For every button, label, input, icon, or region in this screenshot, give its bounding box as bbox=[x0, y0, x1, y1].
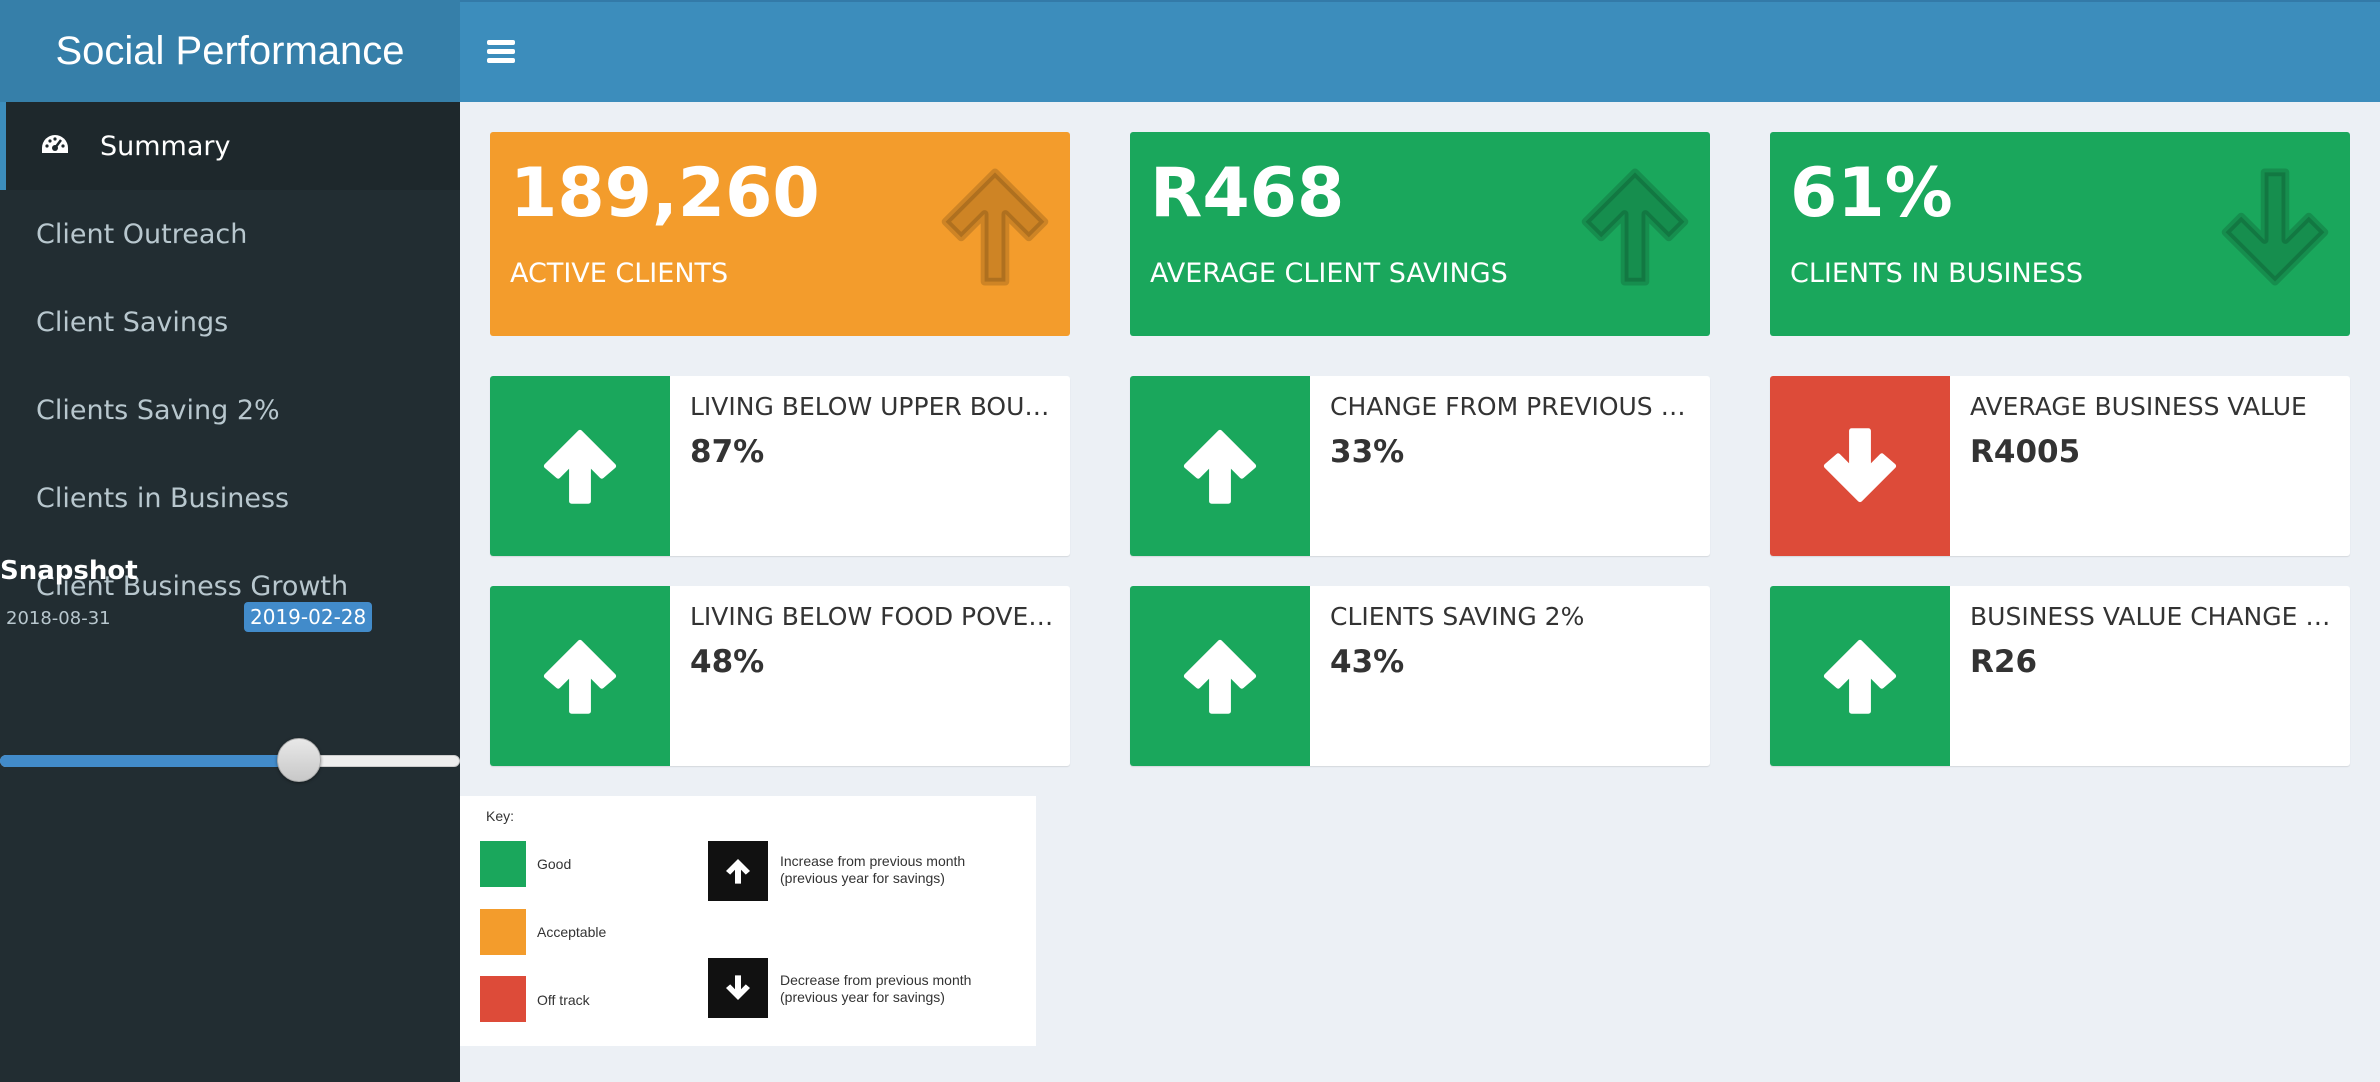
arrow-up-icon bbox=[1183, 429, 1257, 504]
info-box-icon-bg bbox=[490, 586, 670, 766]
decrease-label-line1: Decrease from previous month bbox=[780, 972, 972, 988]
sidebar-item-clients-in-business[interactable]: Clients in Business bbox=[0, 454, 460, 542]
increase-label-line1: Increase from previous month bbox=[780, 853, 966, 869]
info-box-icon-bg bbox=[1130, 376, 1310, 556]
info-box-label: LIVING BELOW FOOD POVERTY bbox=[690, 602, 1054, 631]
dashboard-icon bbox=[42, 135, 68, 153]
value-box-label: CLIENTS IN BUSINESS bbox=[1790, 258, 2083, 289]
info-box-label: BUSINESS VALUE CHANGE E... bbox=[1970, 602, 2334, 631]
sidebar: Summary Client Outreach Client Savings C… bbox=[0, 102, 460, 1082]
offtrack-label: Off track bbox=[537, 992, 590, 1008]
info-box-icon-bg bbox=[1770, 586, 1950, 766]
info-box-icon-bg bbox=[1130, 586, 1310, 766]
app-title: Social Performance bbox=[55, 28, 405, 73]
info-box-living-below-food-poverty: LIVING BELOW FOOD POVERTY 48% bbox=[490, 586, 1070, 766]
value-box-number: 61% bbox=[1790, 154, 1953, 233]
legend-key: Key: Good Acceptable Off track Increase … bbox=[460, 796, 1036, 1046]
sidebar-item-clients-saving-2[interactable]: Clients Saving 2% bbox=[0, 366, 460, 454]
sidebar-item-label: Clients Saving 2% bbox=[36, 394, 280, 426]
good-swatch bbox=[480, 841, 526, 887]
value-box-number: R468 bbox=[1150, 154, 1345, 233]
info-box-icon-bg bbox=[490, 376, 670, 556]
top-navbar bbox=[460, 0, 2380, 102]
key-arrow-up bbox=[708, 841, 768, 901]
info-box-average-business-value: AVERAGE BUSINESS VALUE R4005 bbox=[1770, 376, 2350, 556]
key-title: Key: bbox=[486, 808, 515, 824]
info-box-change-from-previous-year: CHANGE FROM PREVIOUS YE... 33% bbox=[1130, 376, 1710, 556]
sidebar-toggle-icon[interactable] bbox=[487, 40, 515, 64]
sidebar-item-label: Client Outreach bbox=[36, 218, 248, 250]
value-box-number: 189,260 bbox=[510, 154, 820, 233]
sidebar-item-summary[interactable]: Summary bbox=[0, 102, 460, 190]
snapshot-label: Snapshot bbox=[0, 556, 138, 586]
key-arrow-down bbox=[708, 958, 768, 1018]
slider-min-label: 2018-08-31 bbox=[6, 608, 111, 629]
decrease-label-line2: (previous year for savings) bbox=[780, 989, 945, 1005]
snapshot-slider-handle[interactable] bbox=[277, 738, 321, 782]
decrease-label: Decrease from previous month (previous y… bbox=[780, 972, 1020, 1006]
sidebar-item-client-outreach[interactable]: Client Outreach bbox=[0, 190, 460, 278]
arrow-down-icon bbox=[726, 975, 750, 1000]
info-box-number: R26 bbox=[1970, 644, 2038, 680]
snapshot-slider-fill bbox=[0, 755, 299, 767]
info-box-icon-bg bbox=[1770, 376, 1950, 556]
info-box-label: AVERAGE BUSINESS VALUE bbox=[1970, 392, 2307, 421]
info-box-number: R4005 bbox=[1970, 434, 2081, 470]
info-box-living-below-upper-bound: LIVING BELOW UPPER BOUND 87% bbox=[490, 376, 1070, 556]
value-box-active-clients: 189,260 ACTIVE CLIENTS bbox=[490, 132, 1070, 336]
arrow-down-icon bbox=[2221, 168, 2329, 286]
arrow-up-icon bbox=[543, 639, 617, 714]
arrow-up-icon bbox=[726, 859, 750, 884]
increase-label-line2: (previous year for savings) bbox=[780, 870, 945, 886]
sidebar-item-label: Clients in Business bbox=[36, 482, 290, 514]
good-label: Good bbox=[537, 856, 572, 872]
value-box-label: ACTIVE CLIENTS bbox=[510, 258, 729, 289]
sidebar-item-label: Summary bbox=[100, 130, 231, 162]
arrow-up-icon bbox=[1183, 639, 1257, 714]
info-box-number: 33% bbox=[1330, 434, 1405, 470]
arrow-up-icon bbox=[1581, 168, 1689, 286]
arrow-up-icon bbox=[941, 168, 1049, 286]
acceptable-swatch bbox=[480, 909, 526, 955]
increase-label: Increase from previous month (previous y… bbox=[780, 853, 1020, 887]
info-box-business-value-change: BUSINESS VALUE CHANGE E... R26 bbox=[1770, 586, 2350, 766]
info-box-label: CLIENTS SAVING 2% bbox=[1330, 602, 1585, 631]
arrow-up-icon bbox=[543, 429, 617, 504]
acceptable-label: Acceptable bbox=[537, 924, 607, 940]
sidebar-item-client-business-growth[interactable]: Client Business Growth bbox=[0, 542, 460, 630]
info-box-clients-saving-2: CLIENTS SAVING 2% 43% bbox=[1130, 586, 1710, 766]
arrow-down-icon bbox=[1823, 428, 1897, 503]
value-box-label: AVERAGE CLIENT SAVINGS bbox=[1150, 258, 1508, 289]
value-box-average-client-savings: R468 AVERAGE CLIENT SAVINGS bbox=[1130, 132, 1710, 336]
sidebar-item-client-savings[interactable]: Client Savings bbox=[0, 278, 460, 366]
sidebar-item-label: Client Business Growth bbox=[36, 570, 349, 602]
info-box-number: 48% bbox=[690, 644, 765, 680]
value-box-clients-in-business: 61% CLIENTS IN BUSINESS bbox=[1770, 132, 2350, 336]
offtrack-swatch bbox=[480, 976, 526, 1022]
arrow-up-icon bbox=[1823, 639, 1897, 714]
info-box-label: LIVING BELOW UPPER BOUND bbox=[690, 392, 1054, 421]
sidebar-item-label: Client Savings bbox=[36, 306, 229, 338]
info-box-label: CHANGE FROM PREVIOUS YE... bbox=[1330, 392, 1694, 421]
app-logo[interactable]: Social Performance bbox=[0, 0, 460, 102]
slider-value-label: 2019-02-28 bbox=[244, 602, 373, 632]
info-box-number: 87% bbox=[690, 434, 765, 470]
info-box-number: 43% bbox=[1330, 644, 1405, 680]
